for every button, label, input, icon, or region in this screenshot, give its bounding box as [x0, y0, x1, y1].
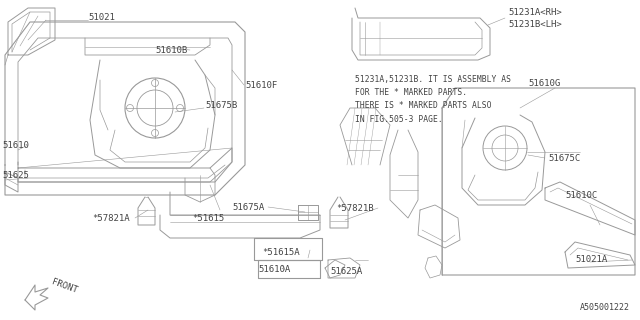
- Text: 51610B: 51610B: [155, 45, 188, 54]
- Text: 51610: 51610: [2, 140, 29, 149]
- Text: 51675A: 51675A: [232, 203, 264, 212]
- Text: A505001222: A505001222: [580, 303, 630, 312]
- Text: 51610F: 51610F: [245, 81, 277, 90]
- Text: 51021: 51021: [88, 12, 115, 21]
- Text: *57821B: *57821B: [336, 204, 374, 212]
- Text: 51231A<RH>: 51231A<RH>: [508, 7, 562, 17]
- Text: *51615A: *51615A: [262, 247, 300, 257]
- Text: 51625: 51625: [2, 171, 29, 180]
- Text: *57821A: *57821A: [92, 213, 130, 222]
- Text: FRONT: FRONT: [51, 278, 79, 295]
- Text: 51231A,51231B. IT IS ASSEMBLY AS
FOR THE * MARKED PARTS.
THERE IS * MARKED PARTS: 51231A,51231B. IT IS ASSEMBLY AS FOR THE…: [355, 75, 511, 124]
- Text: 51610A: 51610A: [258, 266, 291, 275]
- Text: 51675B: 51675B: [205, 100, 237, 109]
- Text: 51021A: 51021A: [575, 255, 607, 265]
- Text: 51610C: 51610C: [565, 190, 597, 199]
- Text: 51625A: 51625A: [330, 268, 362, 276]
- Text: 51675C: 51675C: [548, 154, 580, 163]
- Text: *51615: *51615: [192, 213, 224, 222]
- Text: 51231B<LH>: 51231B<LH>: [508, 20, 562, 28]
- Text: 51610G: 51610G: [528, 78, 560, 87]
